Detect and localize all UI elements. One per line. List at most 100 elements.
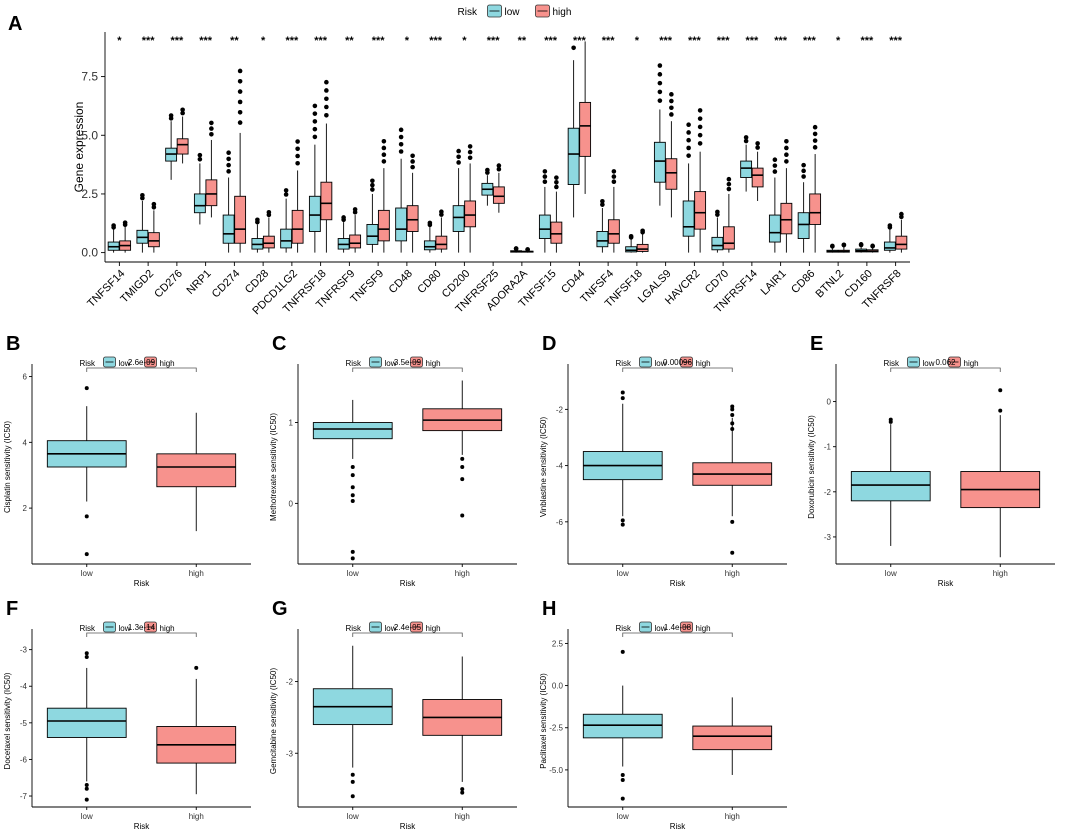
outlier-point bbox=[295, 160, 300, 166]
outlier-point bbox=[324, 104, 329, 110]
outlier-point bbox=[726, 186, 732, 192]
outlier-point bbox=[456, 154, 461, 160]
y-axis-title: Vinblastine sensitivity (IC50) bbox=[539, 416, 548, 517]
y-tick-label: -6 bbox=[556, 518, 564, 527]
outlier-point bbox=[726, 176, 732, 182]
panel-g: G Risk low high Gemcitabine sensitivity (IC5… bbox=[269, 598, 517, 829]
outlier-point bbox=[209, 126, 214, 131]
outlier-point bbox=[600, 199, 605, 204]
box-high-tnfsf18-box bbox=[636, 243, 649, 252]
outlier-point bbox=[197, 152, 203, 158]
outlier-point bbox=[755, 145, 760, 150]
significance-label: *** bbox=[659, 35, 673, 47]
y-tick-label: 2.5 bbox=[81, 187, 98, 201]
significance-label: * bbox=[635, 35, 640, 47]
significance-bracket bbox=[86, 632, 197, 637]
significance-label: *** bbox=[602, 35, 616, 47]
outlier-point bbox=[350, 779, 355, 784]
box-low-havcr2-box bbox=[682, 200, 695, 237]
outlier-point bbox=[620, 796, 625, 801]
outlier-point bbox=[600, 202, 605, 207]
x-tick-label-low: low bbox=[885, 569, 897, 578]
outlier-point bbox=[657, 98, 663, 103]
outlier-point bbox=[460, 477, 465, 482]
significance-label: *** bbox=[717, 35, 731, 47]
panel-label: E bbox=[810, 333, 823, 355]
p-value-label: 3.5e-09 bbox=[394, 358, 422, 367]
outlier-point bbox=[456, 160, 461, 165]
p-value-label: 2.4e-05 bbox=[394, 623, 422, 632]
outlier-point bbox=[496, 166, 502, 172]
x-tick-label-low: low bbox=[617, 812, 629, 821]
outlier-point bbox=[460, 513, 465, 518]
outlier-point bbox=[295, 139, 300, 144]
outlier-point bbox=[620, 778, 625, 783]
x-tick-label-low: low bbox=[617, 569, 629, 578]
x-tick-label-low: low bbox=[347, 569, 359, 578]
outlier-point bbox=[197, 156, 203, 162]
x-axis-title: Risk bbox=[938, 579, 955, 588]
significance-label: *** bbox=[803, 35, 817, 47]
box-low-tnfsf18-box bbox=[625, 246, 638, 253]
y-tick-label: -3 bbox=[20, 646, 28, 655]
y-tick-label: 0.0 bbox=[81, 246, 98, 260]
legend-label-high: high bbox=[964, 359, 979, 368]
outlier-point bbox=[812, 124, 818, 130]
box-high-cd44-box bbox=[579, 101, 592, 157]
outlier-point bbox=[84, 651, 89, 656]
significance-label: * bbox=[117, 35, 122, 47]
significance-label: * bbox=[462, 35, 467, 47]
outlier-point bbox=[140, 193, 145, 198]
outlier-point bbox=[266, 209, 272, 215]
p-value-label: 0.062 bbox=[935, 358, 956, 367]
outlier-point bbox=[84, 654, 89, 659]
box-low-tnfsf9-box bbox=[366, 223, 379, 245]
outlier-point bbox=[669, 92, 674, 97]
x-tick-label-cd48: CD48 bbox=[387, 268, 415, 296]
outlier-point bbox=[571, 45, 576, 51]
outlier-point bbox=[439, 209, 444, 215]
outlier-point bbox=[812, 131, 818, 137]
outlier-point bbox=[620, 396, 625, 401]
outlier-point bbox=[370, 187, 375, 192]
box-high-lair1-box bbox=[780, 202, 793, 235]
outlier-point bbox=[801, 162, 806, 168]
outlier-point bbox=[122, 220, 128, 225]
outlier-point bbox=[312, 111, 318, 116]
box-low-cd44-box bbox=[567, 127, 580, 186]
legend-label-low: low bbox=[385, 624, 397, 633]
outlier-point bbox=[84, 783, 89, 788]
y-tick-label: -4 bbox=[556, 462, 564, 471]
outlier-point bbox=[350, 485, 355, 490]
panel-c: C Risk low high Methotrexate sensitivity (IC… bbox=[269, 333, 517, 588]
significance-label: ** bbox=[518, 35, 527, 47]
box-high-havcr2-box bbox=[694, 191, 707, 230]
significance-label: *** bbox=[170, 35, 184, 47]
outlier-point bbox=[180, 110, 185, 116]
outlier-point bbox=[381, 152, 387, 157]
x-axis-title: Risk bbox=[400, 579, 417, 588]
outlier-point bbox=[542, 169, 548, 174]
panel-f: F Risk low high Docetaxel sensitivity (IC50)… bbox=[3, 598, 251, 829]
legend-title: Risk bbox=[80, 359, 97, 368]
outlier-point bbox=[697, 116, 703, 121]
outlier-point bbox=[554, 184, 559, 190]
significance-label: *** bbox=[429, 35, 443, 47]
outlier-point bbox=[295, 146, 300, 152]
outlier-point bbox=[226, 162, 231, 168]
outlier-point bbox=[730, 427, 735, 432]
panel-a: A Risk low high Gene expression 0.0 2.5 5.0 7.5 T… bbox=[8, 4, 910, 317]
outlier-point bbox=[381, 159, 387, 164]
outlier-point bbox=[312, 103, 318, 109]
outlier-point bbox=[697, 124, 703, 130]
outlier-point bbox=[730, 519, 735, 524]
box-low-cd274-box bbox=[222, 214, 235, 244]
outlier-point bbox=[730, 407, 735, 412]
significance-label: * bbox=[405, 35, 410, 47]
outlier-point bbox=[370, 182, 375, 188]
x-tick-label-btnl2: BTNL2 bbox=[814, 268, 847, 301]
panel-label: F bbox=[6, 598, 18, 620]
box-high-lgals9-box bbox=[665, 158, 678, 190]
significance-label: *** bbox=[487, 35, 501, 47]
y-tick-label: -2 bbox=[824, 488, 832, 497]
